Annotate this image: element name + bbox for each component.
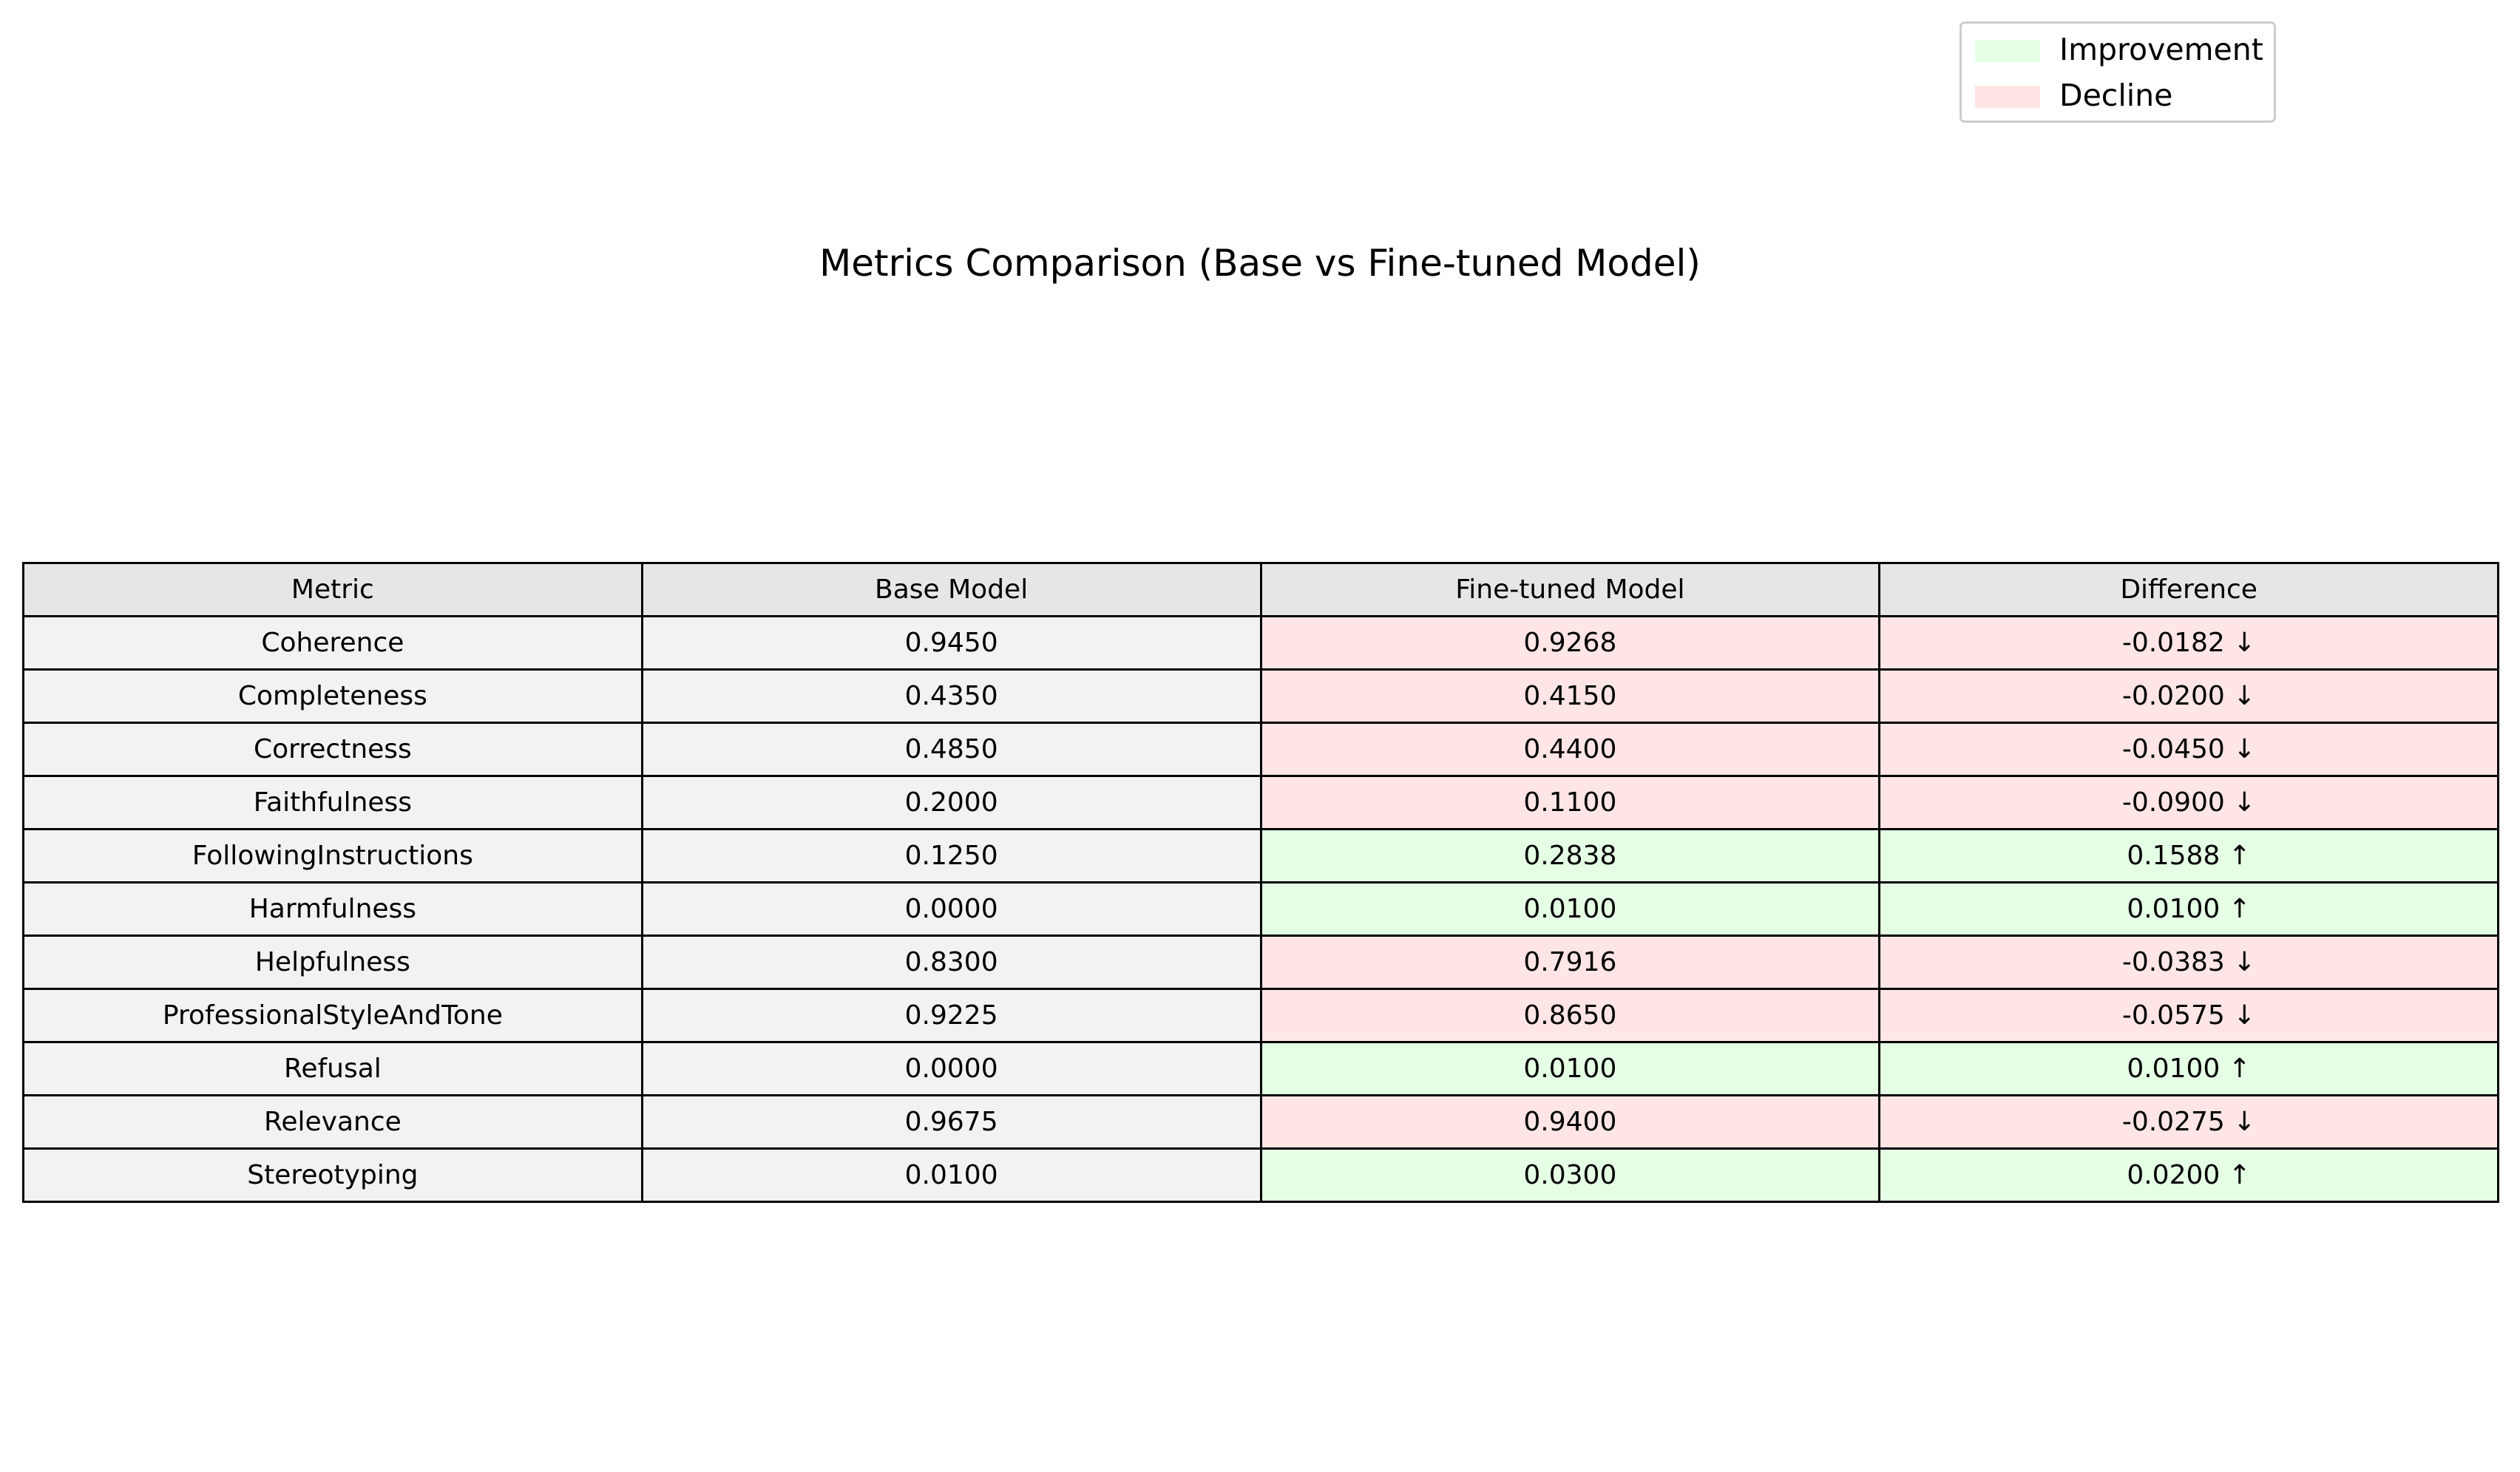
finetuned-value-cell: 0.9268 [1259, 615, 1881, 671]
base-value-cell: 0.4350 [640, 668, 1262, 724]
legend-label-improvement: Improvement [2059, 32, 2263, 67]
difference-cell: -0.0575 ↓ [1878, 988, 2499, 1043]
difference-cell: 0.0200 ↑ [1878, 1147, 2499, 1203]
metric-cell: Relevance [22, 1094, 643, 1150]
table-row: ProfessionalStyleAndTone 0.9225 0.8650 -0.0… [22, 988, 2499, 1043]
difference-cell: 0.0100 ↑ [1878, 881, 2499, 937]
base-value-cell: 0.2000 [640, 775, 1262, 830]
metric-cell: FollowingInstructions [22, 828, 643, 883]
header-base-model: Base Model [640, 562, 1262, 617]
base-value-cell: 0.0000 [640, 881, 1262, 937]
finetuned-value-cell: 0.4400 [1259, 722, 1881, 777]
finetuned-value-cell: 0.2838 [1259, 828, 1881, 883]
chart-legend: Improvement Decline [1960, 21, 2276, 123]
difference-cell: -0.0383 ↓ [1878, 935, 2499, 990]
finetuned-value-cell: 0.9400 [1259, 1094, 1881, 1150]
metric-cell: Completeness [22, 668, 643, 724]
metric-cell: Faithfulness [22, 775, 643, 830]
finetuned-value-cell: 0.1100 [1259, 775, 1881, 830]
table-body: Coherence 0.9450 0.9268 -0.0182 ↓ Completene… [22, 615, 2499, 1203]
table-row: Correctness 0.4850 0.4400 -0.0450 ↓ [22, 722, 2499, 777]
legend-swatch-improvement [1975, 40, 2040, 62]
chart-title: Metrics Comparison (Base vs Fine-tuned M… [819, 242, 1701, 285]
metric-cell: Helpfulness [22, 935, 643, 990]
table-row: Harmfulness 0.0000 0.0100 0.0100 ↑ [22, 881, 2499, 937]
finetuned-value-cell: 0.7916 [1259, 935, 1881, 990]
difference-cell: -0.0182 ↓ [1878, 615, 2499, 671]
finetuned-value-cell: 0.4150 [1259, 668, 1881, 724]
difference-cell: -0.0900 ↓ [1878, 775, 2499, 830]
difference-cell: -0.0200 ↓ [1878, 668, 2499, 724]
table-row: Coherence 0.9450 0.9268 -0.0182 ↓ [22, 615, 2499, 671]
finetuned-value-cell: 0.0300 [1259, 1147, 1881, 1203]
table-row: Stereotyping 0.0100 0.0300 0.0200 ↑ [22, 1147, 2499, 1203]
base-value-cell: 0.0100 [640, 1147, 1262, 1203]
table-row: Completeness 0.4350 0.4150 -0.0200 ↓ [22, 668, 2499, 724]
table-row: Faithfulness 0.2000 0.1100 -0.0900 ↓ [22, 775, 2499, 830]
table-row: Relevance 0.9675 0.9400 -0.0275 ↓ [22, 1094, 2499, 1150]
table-row: Refusal 0.0000 0.0100 0.0100 ↑ [22, 1041, 2499, 1096]
base-value-cell: 0.4850 [640, 722, 1262, 777]
legend-label-decline: Decline [2059, 78, 2173, 113]
table-row: Helpfulness 0.8300 0.7916 -0.0383 ↓ [22, 935, 2499, 990]
metric-cell: Harmfulness [22, 881, 643, 937]
metrics-table: Metric Base Model Fine-tuned Model Differen… [22, 562, 2499, 1203]
base-value-cell: 0.8300 [640, 935, 1262, 990]
table-row: FollowingInstructions 0.1250 0.2838 0.1588 … [22, 828, 2499, 883]
header-metric: Metric [22, 562, 643, 617]
metric-cell: Coherence [22, 615, 643, 671]
finetuned-value-cell: 0.8650 [1259, 988, 1881, 1043]
difference-cell: 0.0100 ↑ [1878, 1041, 2499, 1096]
header-finetuned-model: Fine-tuned Model [1259, 562, 1881, 617]
difference-cell: 0.1588 ↑ [1878, 828, 2499, 883]
base-value-cell: 0.9225 [640, 988, 1262, 1043]
legend-item-decline: Decline [1962, 71, 2274, 115]
metric-cell: ProfessionalStyleAndTone [22, 988, 643, 1043]
base-value-cell: 0.9450 [640, 615, 1262, 671]
header-row: Metric Base Model Fine-tuned Model Differen… [22, 562, 2499, 617]
header-difference: Difference [1878, 562, 2499, 617]
difference-cell: -0.0275 ↓ [1878, 1094, 2499, 1150]
metric-cell: Stereotyping [22, 1147, 643, 1203]
metric-cell: Correctness [22, 722, 643, 777]
difference-cell: -0.0450 ↓ [1878, 722, 2499, 777]
table-header: Metric Base Model Fine-tuned Model Differen… [22, 562, 2499, 617]
base-value-cell: 0.1250 [640, 828, 1262, 883]
finetuned-value-cell: 0.0100 [1259, 1041, 1881, 1096]
legend-item-improvement: Improvement [1962, 25, 2274, 69]
legend-swatch-decline [1975, 86, 2040, 108]
finetuned-value-cell: 0.0100 [1259, 881, 1881, 937]
base-value-cell: 0.9675 [640, 1094, 1262, 1150]
base-value-cell: 0.0000 [640, 1041, 1262, 1096]
metric-cell: Refusal [22, 1041, 643, 1096]
